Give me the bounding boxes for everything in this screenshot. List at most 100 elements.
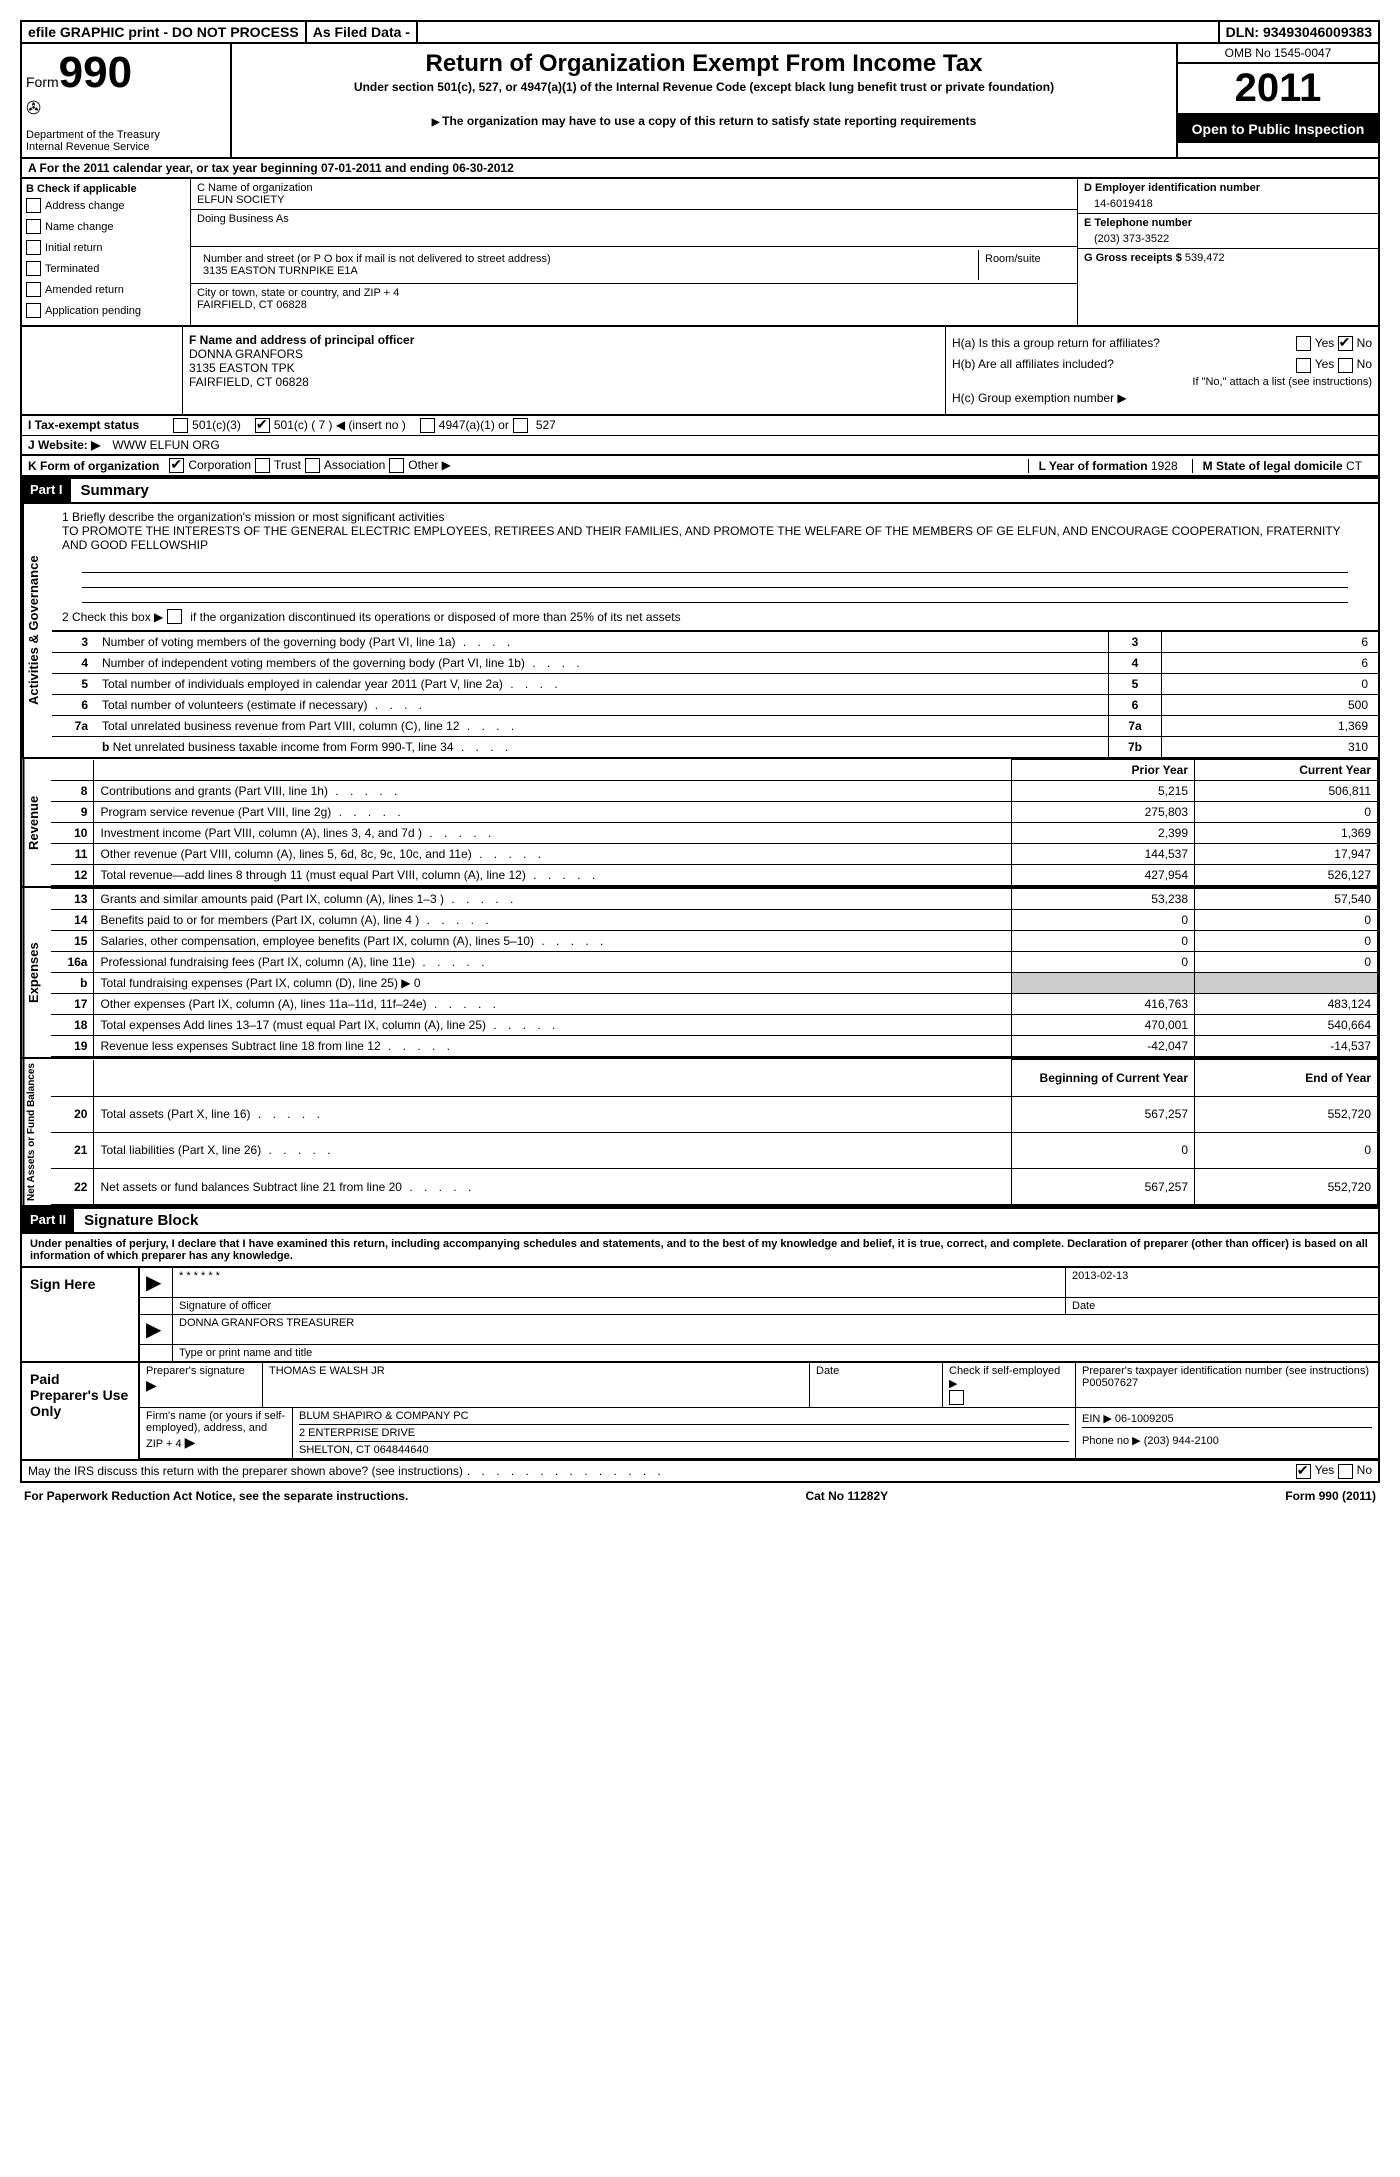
part-1-header: Part I Summary	[22, 477, 1378, 504]
line-i: I Tax-exempt status 501(c)(3) 501(c) ( 7…	[22, 416, 1378, 436]
irs-discuss: May the IRS discuss this return with the…	[22, 1461, 1378, 1480]
sign-arrow-icon: ▶	[140, 1315, 173, 1344]
table-row: 11Other revenue (Part VIII, column (A), …	[51, 844, 1377, 865]
perjury-statement: Under penalties of perjury, I declare th…	[22, 1234, 1378, 1268]
org-info-grid: B Check if applicable Address change Nam…	[22, 179, 1378, 327]
line-j: J Website: ▶ WWW ELFUN ORG	[22, 436, 1378, 456]
revenue-section: Revenue Prior Year Current Year 8Contrib…	[22, 759, 1378, 888]
expenses-section: Expenses 13Grants and similar amounts pa…	[22, 888, 1378, 1059]
check-527[interactable]	[513, 418, 528, 433]
footer: For Paperwork Reduction Act Notice, see …	[20, 1483, 1380, 1509]
col-c: C Name of organization ELFUN SOCIETY Doi…	[191, 179, 1078, 325]
sign-arrow-icon: ▶	[140, 1268, 173, 1297]
governance-section: Activities & Governance 1 Briefly descri…	[22, 504, 1378, 759]
table-row: 9Program service revenue (Part VIII, lin…	[51, 802, 1377, 823]
top-bar: efile GRAPHIC print - DO NOT PROCESS As …	[22, 22, 1378, 44]
table-row: 14Benefits paid to or for members (Part …	[51, 910, 1377, 931]
officer-group-row: F Name and address of principal officer …	[22, 327, 1378, 416]
table-row: 20Total assets (Part X, line 16) . . . .…	[51, 1096, 1377, 1132]
sign-date: 2013-02-13	[1066, 1268, 1378, 1297]
omb-number: OMB No 1545-0047	[1178, 44, 1378, 64]
table-row: 18Total expenses Add lines 13–17 (must e…	[51, 1015, 1377, 1036]
h-section: H(a) Is this a group return for affiliat…	[946, 327, 1378, 414]
officer-name: DONNA GRANFORS TREASURER	[173, 1315, 1378, 1344]
table-row: 5 Total number of individuals employed i…	[52, 674, 1378, 695]
line-2: 2 Check this box ▶ if the organization d…	[52, 603, 1378, 631]
header-center: Return of Organization Exempt From Incom…	[232, 44, 1178, 157]
ein: D Employer identification number 14-6019…	[1078, 179, 1378, 214]
check-501c[interactable]	[255, 418, 270, 433]
discuss-no[interactable]	[1338, 1464, 1353, 1479]
table-row: 3 Number of voting members of the govern…	[52, 632, 1378, 653]
check-address-change[interactable]: Address change	[26, 195, 186, 216]
table-row: 7a Total unrelated business revenue from…	[52, 716, 1378, 737]
check-assoc[interactable]	[305, 458, 320, 473]
principal-officer: F Name and address of principal officer …	[183, 327, 946, 414]
firm-ein: 06-1009205	[1115, 1413, 1174, 1425]
table-row: 6 Total number of volunteers (estimate i…	[52, 695, 1378, 716]
ha-yes[interactable]	[1296, 336, 1311, 351]
firm-name: BLUM SHAPIRO & COMPANY PC	[299, 1410, 1069, 1425]
public-inspection: Open to Public Inspection	[1178, 115, 1378, 143]
table-row: 16aProfessional fundraising fees (Part I…	[51, 952, 1377, 973]
check-name-change[interactable]: Name change	[26, 216, 186, 237]
hb-no[interactable]	[1338, 358, 1353, 373]
line-k: K Form of organization Corporation Trust…	[22, 456, 1378, 477]
form-number: Form990	[26, 48, 226, 98]
expenses-table: 13Grants and similar amounts paid (Part …	[51, 888, 1378, 1057]
expenses-label: Expenses	[22, 888, 51, 1057]
dba: Doing Business As	[191, 210, 1077, 247]
table-row: 13Grants and similar amounts paid (Part …	[51, 889, 1377, 910]
form-header: Form990 ✇ Department of the Treasury Int…	[22, 44, 1378, 159]
governance-table: 3 Number of voting members of the govern…	[52, 631, 1378, 757]
check-trust[interactable]	[255, 458, 270, 473]
table-row: 12Total revenue—add lines 8 through 11 (…	[51, 865, 1377, 886]
check-discontinued[interactable]	[167, 609, 182, 624]
form-subtitle: Under section 501(c), 527, or 4947(a)(1)…	[242, 80, 1166, 94]
hb-yes[interactable]	[1296, 358, 1311, 373]
table-row: b Net unrelated business taxable income …	[52, 737, 1378, 758]
firm-phone: (203) 944-2100	[1144, 1435, 1219, 1447]
header-right: OMB No 1545-0047 2011 Open to Public Ins…	[1178, 44, 1378, 157]
revenue-table: Prior Year Current Year 8Contributions a…	[51, 759, 1378, 886]
header-note: The organization may have to use a copy …	[242, 114, 1166, 128]
table-row: 21Total liabilities (Part X, line 26) . …	[51, 1132, 1377, 1168]
check-501c3[interactable]	[173, 418, 188, 433]
check-pending[interactable]: Application pending	[26, 300, 186, 321]
col-d: D Employer identification number 14-6019…	[1078, 179, 1378, 325]
check-self-employed[interactable]	[949, 1390, 964, 1405]
netassets-section: Net Assets or Fund Balances Beginning of…	[22, 1059, 1378, 1207]
tax-year: 2011	[1178, 64, 1378, 115]
check-other[interactable]	[389, 458, 404, 473]
preparer-ptin: P00507627	[1082, 1377, 1372, 1389]
line-a: A For the 2011 calendar year, or tax yea…	[22, 159, 1378, 179]
col-b: B Check if applicable Address change Nam…	[22, 179, 191, 325]
discuss-yes[interactable]	[1296, 1464, 1311, 1479]
revenue-label: Revenue	[22, 759, 51, 886]
sign-here: Sign Here ▶ * * * * * * 2013-02-13 Signa…	[22, 1268, 1378, 1363]
preparer-name: THOMAS E WALSH JR	[263, 1363, 810, 1407]
netassets-table: Beginning of Current Year End of Year 20…	[51, 1059, 1378, 1205]
check-terminated[interactable]: Terminated	[26, 258, 186, 279]
table-row: 22Net assets or fund balances Subtract l…	[51, 1169, 1377, 1205]
table-row: 10Investment income (Part VIII, column (…	[51, 823, 1377, 844]
table-row: 8Contributions and grants (Part VIII, li…	[51, 781, 1377, 802]
mission: 1 Briefly describe the organization's mi…	[52, 504, 1378, 558]
ha-no[interactable]	[1338, 336, 1353, 351]
paid-preparer: Paid Preparer's Use Only Preparer's sign…	[22, 1363, 1378, 1461]
city-row: City or town, state or country, and ZIP …	[191, 284, 1077, 314]
check-amended[interactable]: Amended return	[26, 279, 186, 300]
room-suite: Room/suite	[979, 250, 1071, 280]
form-title: Return of Organization Exempt From Incom…	[242, 50, 1166, 78]
part-2-header: Part II Signature Block	[22, 1207, 1378, 1234]
table-row: 19Revenue less expenses Subtract line 18…	[51, 1036, 1377, 1057]
header-left: Form990 ✇ Department of the Treasury Int…	[22, 44, 232, 157]
table-row: 17Other expenses (Part IX, column (A), l…	[51, 994, 1377, 1015]
check-initial-return[interactable]: Initial return	[26, 237, 186, 258]
telephone: E Telephone number (203) 373-3522	[1078, 214, 1378, 249]
address-row: Number and street (or P O box if mail is…	[191, 247, 1077, 284]
check-corp[interactable]	[169, 458, 184, 473]
website-url[interactable]: WWW ELFUN ORG	[112, 438, 219, 452]
check-4947[interactable]	[420, 418, 435, 433]
gross-receipts: G Gross receipts $ 539,472	[1078, 249, 1378, 267]
